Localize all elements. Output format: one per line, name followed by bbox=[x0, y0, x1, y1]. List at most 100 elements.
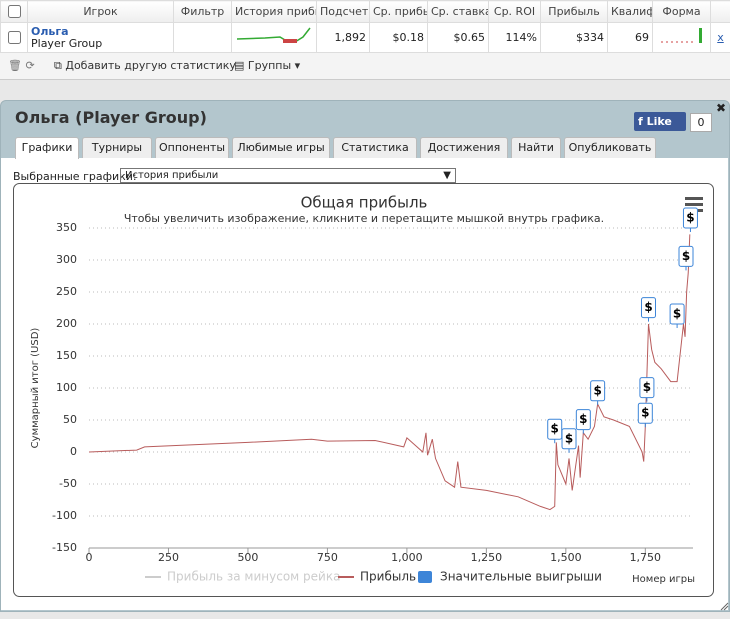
header-row: Игрок Фильтр История прибы Подсчет Ср. прибы… bbox=[0, 0, 730, 23]
resize-grip[interactable] bbox=[719, 601, 729, 611]
x-tick-label: 1,500 bbox=[550, 551, 582, 564]
y-axis-label: Суммарный итог (USD) bbox=[30, 328, 41, 449]
win-flag: $ bbox=[547, 418, 563, 444]
cell: 1,892 bbox=[316, 22, 370, 53]
win-marker bbox=[637, 402, 653, 424]
win-marker bbox=[575, 409, 591, 431]
tab[interactable]: Статистика bbox=[333, 137, 417, 158]
x-axis-label: Номер игры bbox=[632, 574, 695, 585]
tab[interactable]: Турниры bbox=[82, 137, 152, 158]
cell: $0.65 bbox=[427, 22, 489, 53]
data-row: Ольга Player Group 1,892 $0.18 $0.65 114% $33… bbox=[0, 22, 730, 53]
y-tick-label: 250 bbox=[56, 285, 77, 298]
win-marker-label: $ bbox=[644, 300, 652, 314]
player-name[interactable]: Ольга bbox=[31, 24, 69, 38]
legend-label: Прибыль bbox=[360, 570, 416, 584]
col-header[interactable]: Прибыль bbox=[540, 0, 608, 23]
col-header[interactable]: Квалиф bbox=[607, 0, 653, 23]
win-flag: $ bbox=[640, 297, 656, 322]
panel-title: Ольга (Player Group) bbox=[15, 108, 207, 127]
win-marker-label: $ bbox=[686, 211, 694, 225]
tab[interactable]: Достижения bbox=[420, 137, 508, 158]
win-flag: $ bbox=[682, 207, 698, 232]
win-marker-label: $ bbox=[673, 307, 681, 321]
like-count: 0 bbox=[690, 113, 712, 132]
y-tick-label: 100 bbox=[56, 381, 77, 394]
cell: $334 bbox=[540, 22, 608, 53]
win-flag: $ bbox=[575, 409, 591, 434]
win-flag: $ bbox=[590, 380, 606, 405]
x-tick-label: 1,750 bbox=[630, 551, 662, 564]
add-stat[interactable]: ⧉ Добавить другую статистику bbox=[54, 59, 236, 72]
select-label: Выбранные графики: bbox=[13, 170, 137, 183]
x-tick-label: 250 bbox=[158, 551, 179, 564]
tab[interactable]: Графики bbox=[15, 137, 79, 159]
add-stat-label: Добавить другую статистику bbox=[65, 59, 236, 72]
x-tick-label: 500 bbox=[237, 551, 258, 564]
tab[interactable]: Любимые игры bbox=[232, 137, 330, 158]
win-marker bbox=[669, 303, 685, 325]
col-header[interactable]: Ср. ставка bbox=[427, 0, 489, 23]
x-tick-label: 750 bbox=[317, 551, 338, 564]
x-tick-label: 0 bbox=[86, 551, 93, 564]
col-header[interactable]: Ср. прибы bbox=[369, 0, 428, 23]
y-tick-label: 350 bbox=[56, 221, 77, 234]
col-header[interactable]: Игрок bbox=[27, 0, 174, 23]
win-marker bbox=[678, 245, 694, 267]
legend-label: Значительные выигрыши bbox=[440, 570, 602, 584]
close[interactable]: ✖ bbox=[716, 101, 727, 115]
win-flag: $ bbox=[637, 402, 653, 428]
tab[interactable]: Опубликовать bbox=[564, 137, 656, 158]
win-marker bbox=[561, 428, 577, 450]
col-header[interactable]: Ср. ROI bbox=[488, 0, 541, 23]
win-marker bbox=[640, 297, 656, 319]
win-flag: $ bbox=[561, 428, 577, 453]
win-marker-label: $ bbox=[643, 380, 651, 394]
win-marker bbox=[639, 377, 655, 399]
tab[interactable]: Оппоненты bbox=[155, 137, 229, 158]
win-flag: $ bbox=[669, 303, 685, 328]
groups[interactable]: ▤ Группы ▾ bbox=[234, 59, 301, 72]
win-marker-label: $ bbox=[593, 383, 601, 397]
x-tick-label: 1,250 bbox=[471, 551, 503, 564]
win-marker-label: $ bbox=[565, 431, 573, 445]
like-button[interactable]: f Like bbox=[634, 112, 686, 131]
y-tick-label: -150 bbox=[52, 541, 77, 554]
col-header[interactable]: Фильтр bbox=[173, 0, 232, 23]
y-tick-label: 50 bbox=[63, 413, 77, 426]
legend-label: Прибыль за минусом рейка bbox=[167, 570, 340, 584]
like-label: Like bbox=[646, 115, 672, 128]
win-marker bbox=[547, 418, 563, 440]
win-marker bbox=[590, 380, 606, 402]
chart-select[interactable]: История прибыли ▼ bbox=[120, 168, 456, 183]
y-tick-label: 300 bbox=[56, 253, 77, 266]
win-marker-label: $ bbox=[579, 412, 587, 426]
win-flag: $ bbox=[678, 245, 694, 271]
y-tick-label: 150 bbox=[56, 349, 77, 362]
chart-subtitle: Чтобы увеличить изображение, кликните и … bbox=[124, 212, 604, 225]
tab[interactable]: Найти bbox=[511, 137, 561, 158]
select-all[interactable] bbox=[8, 5, 21, 18]
select-value: История прибыли bbox=[125, 170, 219, 181]
groups-label: Группы bbox=[247, 59, 292, 72]
legend-swatch bbox=[418, 571, 432, 583]
chart-title: Общая прибыль bbox=[301, 194, 428, 212]
chart: Общая прибыль Чтобы увеличить изображени… bbox=[13, 183, 714, 597]
win-marker bbox=[682, 207, 698, 229]
win-marker-label: $ bbox=[641, 406, 649, 420]
col-header[interactable]: Форма bbox=[652, 0, 711, 23]
cell: 114% bbox=[488, 22, 541, 53]
row-check[interactable] bbox=[8, 31, 21, 44]
col-header[interactable]: История прибы bbox=[231, 0, 317, 23]
remove-link[interactable]: x bbox=[717, 31, 724, 44]
y-tick-label: 0 bbox=[70, 445, 77, 458]
y-tick-label: -100 bbox=[52, 509, 77, 522]
y-tick-label: 200 bbox=[56, 317, 77, 330]
col-header[interactable]: Подсчет bbox=[316, 0, 370, 23]
sparkline bbox=[236, 27, 311, 43]
win-marker-label: $ bbox=[682, 249, 690, 263]
x-tick-label: 1,000 bbox=[391, 551, 423, 564]
stats-table: Игрок Фильтр История прибы Подсчет Ср. прибы… bbox=[0, 0, 730, 53]
toolbar: 🗑 ⟳ ⧉ Добавить другую статистику ▤ Групп… bbox=[0, 53, 730, 80]
